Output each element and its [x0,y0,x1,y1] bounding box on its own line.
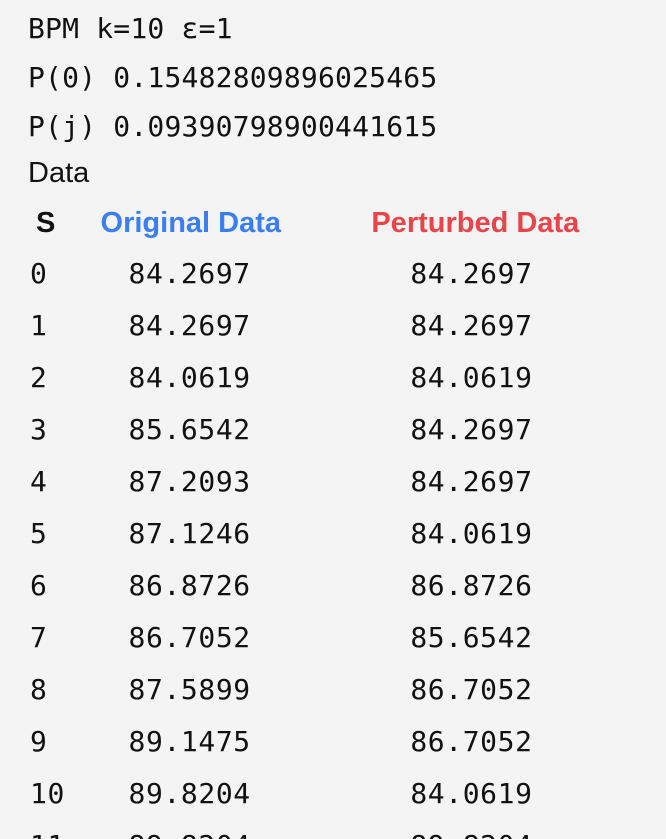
cell-original: 87.5899 [128,673,251,706]
cell-original: 89.1475 [128,725,251,758]
cell-s: 4 [30,465,48,498]
table-row: 4 87.2093 84.2697 [27,456,666,508]
cell-s: 1 [30,309,48,342]
table-row: 10 89.8204 84.0619 [27,768,666,820]
cell-s: 7 [30,621,48,654]
cell-s: 11 [27,820,99,839]
cell-original: 84.2697 [128,257,251,290]
column-header-s: S [36,206,56,239]
table-row: 9 89.1475 86.7052 [27,716,666,768]
cell-original: 89.8204 [99,820,366,839]
cell-perturbed: 84.2697 [410,257,533,290]
cell-perturbed: 84.2697 [410,465,533,498]
cell-original: 84.2697 [128,309,251,342]
table-row: 6 86.8726 86.8726 [27,560,666,612]
cell-perturbed: 86.7052 [410,725,533,758]
cell-s: 6 [30,569,48,602]
table-row: 7 86.7052 85.6542 [27,612,666,664]
data-table: S Original Data Perturbed Data 0 84.2697 8… [27,198,666,839]
bpm-title: BPM k=10 ε=1 [28,12,233,45]
cell-perturbed: 86.7052 [410,673,533,706]
data-table-header: S Original Data Perturbed Data [27,198,666,248]
cell-perturbed: 84.0619 [410,517,533,550]
cell-s: 2 [30,361,48,394]
cell-s: 8 [30,673,48,706]
column-header-perturbed-data: Perturbed Data [371,206,580,239]
cell-perturbed: 84.2697 [410,309,533,342]
header-row: S Original Data Perturbed Data [27,198,666,248]
cell-original: 85.6542 [128,413,251,446]
data-table-body: 0 84.2697 84.2697 1 84.2697 84.2697 2 84.0619 84… [27,248,666,839]
table-row: 8 87.5899 86.7052 [27,664,666,716]
table-row: 2 84.0619 84.0619 [27,352,666,404]
cell-perturbed: 84.0619 [410,777,533,810]
cell-perturbed: 89.8204 [365,820,666,839]
cell-s: 0 [30,257,48,290]
cell-s: 5 [30,517,48,550]
cell-original: 87.1246 [128,517,251,550]
column-header-original-data: Original Data [100,206,282,239]
cell-s: 9 [30,725,48,758]
table-row: 0 84.2697 84.2697 [27,248,666,300]
table-row: 3 85.6542 84.2697 [27,404,666,456]
cell-original: 89.8204 [128,777,251,810]
cell-s: 3 [30,413,48,446]
table-row: 1189.820489.8204 [27,820,666,839]
cell-s: 10 [30,777,65,810]
pj-value: P(j) 0.0939079890044161​5 [28,110,438,143]
cell-original: 84.0619 [128,361,251,394]
cell-perturbed: 84.0619 [410,361,533,394]
cell-perturbed: 85.6542 [410,621,533,654]
cell-original: 87.2093 [128,465,251,498]
table-row: 1 84.2697 84.2697 [27,300,666,352]
data-heading: Data [28,157,90,189]
table-row: 5 87.1246 84.0619 [27,508,666,560]
cell-original: 86.7052 [128,621,251,654]
cell-perturbed: 86.8726 [410,569,533,602]
cell-perturbed: 84.2697 [410,413,533,446]
cell-original: 86.8726 [128,569,251,602]
p0-value: P(0) 0.1548280989602546​5 [28,61,438,94]
